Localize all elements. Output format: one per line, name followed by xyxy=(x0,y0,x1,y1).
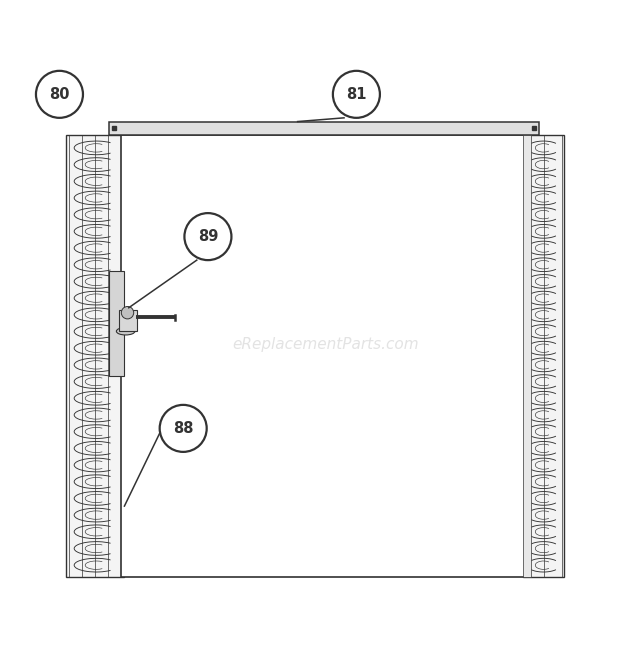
Bar xyxy=(523,134,564,577)
Text: 80: 80 xyxy=(49,87,69,102)
Bar xyxy=(109,271,125,376)
Bar xyxy=(122,134,529,577)
Circle shape xyxy=(184,213,231,260)
Text: 81: 81 xyxy=(346,87,366,102)
Text: eReplacementParts.com: eReplacementParts.com xyxy=(232,337,418,352)
Bar xyxy=(523,134,531,577)
Bar xyxy=(119,310,138,331)
Circle shape xyxy=(160,405,206,452)
Bar xyxy=(109,122,539,134)
Bar xyxy=(523,134,564,577)
Circle shape xyxy=(122,307,134,319)
Ellipse shape xyxy=(117,328,135,335)
Circle shape xyxy=(36,71,83,118)
Text: 88: 88 xyxy=(173,421,193,436)
Bar xyxy=(66,134,125,577)
Bar xyxy=(66,134,125,577)
Text: 89: 89 xyxy=(198,229,218,244)
Circle shape xyxy=(333,71,380,118)
